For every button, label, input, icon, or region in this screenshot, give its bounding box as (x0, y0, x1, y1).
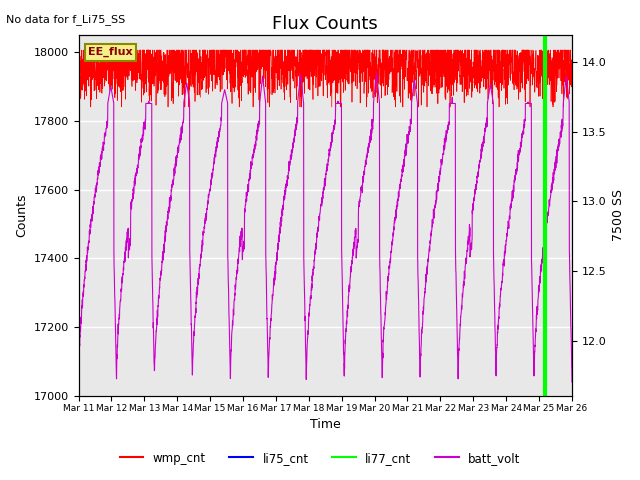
Y-axis label: 7500 SS: 7500 SS (612, 190, 625, 241)
Y-axis label: Counts: Counts (15, 193, 28, 237)
Title: Flux Counts: Flux Counts (273, 15, 378, 33)
Text: No data for f_Li75_SS: No data for f_Li75_SS (6, 13, 125, 24)
Legend: wmp_cnt, li75_cnt, li77_cnt, batt_volt: wmp_cnt, li75_cnt, li77_cnt, batt_volt (115, 447, 525, 469)
X-axis label: Time: Time (310, 419, 340, 432)
Text: EE_flux: EE_flux (88, 47, 133, 58)
